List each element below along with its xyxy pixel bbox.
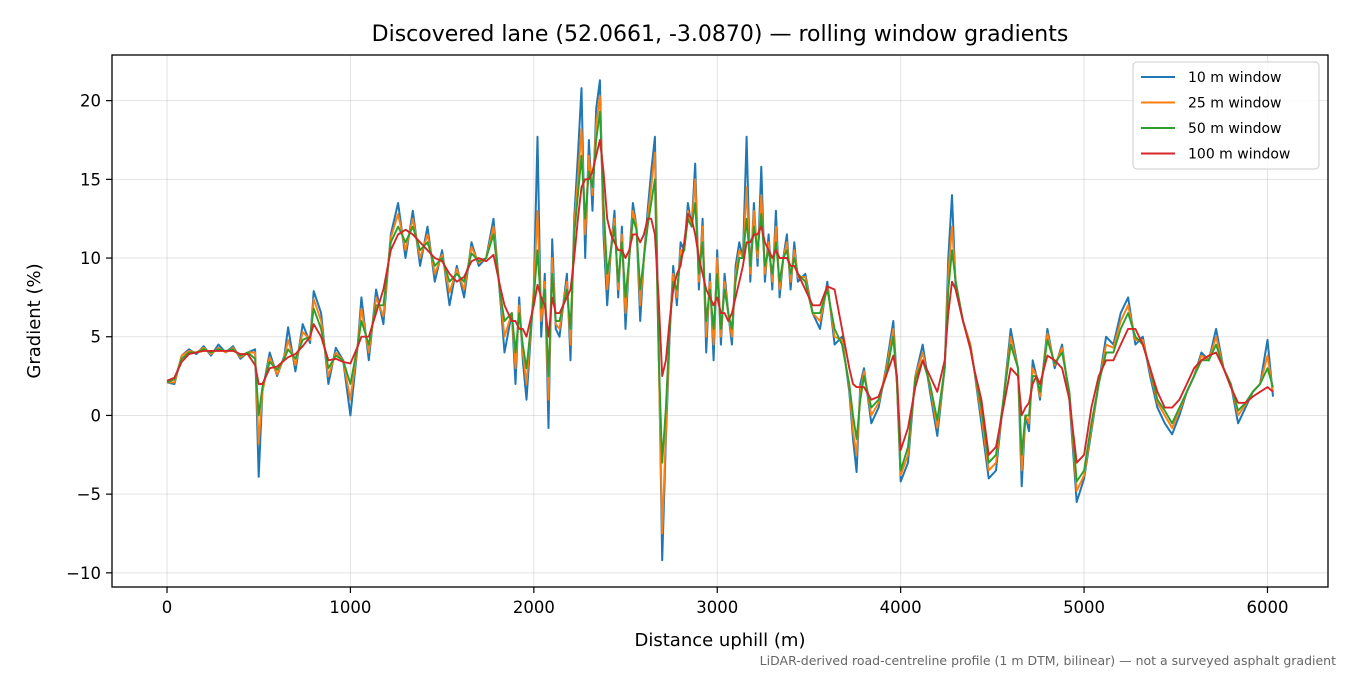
y-tick-label: 20 — [80, 92, 101, 111]
y-tick-label: −10 — [66, 564, 101, 583]
x-tick-label: 1000 — [329, 598, 371, 617]
x-tick-label: 2000 — [513, 598, 555, 617]
legend-box — [1132, 61, 1320, 170]
x-tick-label: 5000 — [1063, 598, 1105, 617]
y-tick-label: 15 — [80, 170, 101, 189]
x-tick-label: 6000 — [1246, 598, 1288, 617]
y-tick-label: 0 — [91, 406, 102, 425]
y-tick-label: −5 — [77, 485, 101, 504]
series-line-4 — [166, 139, 1274, 464]
legend: 10 m window 25 m window 50 m window 100 m w… — [1132, 61, 1320, 170]
legend-label-4: 100 m window — [1188, 147, 1290, 163]
series-group — [166, 79, 1274, 562]
y-axis: −10 −5 0 5 10 15 20 — [66, 92, 112, 583]
legend-label-2: 25 m window — [1188, 96, 1281, 112]
y-tick-label: 10 — [80, 249, 101, 268]
y-tick-label: 5 — [91, 328, 102, 347]
y-axis-label: Gradient (%) — [24, 263, 45, 378]
legend-label-3: 50 m window — [1188, 121, 1281, 137]
x-tick-label: 4000 — [880, 598, 922, 617]
legend-label-1: 10 m window — [1188, 70, 1281, 86]
x-tick-label: 3000 — [696, 598, 738, 617]
chart-title: Discovered lane (52.0661, -3.0870) — rol… — [372, 22, 1069, 47]
footnote: LiDAR-derived road-centreline profile (1… — [760, 653, 1336, 668]
x-axis-label: Distance uphill (m) — [635, 630, 806, 651]
plot-frame — [111, 54, 1329, 588]
x-tick-label: 0 — [162, 598, 173, 617]
x-axis: 0 1000 2000 3000 4000 5000 6000 — [162, 587, 1288, 617]
